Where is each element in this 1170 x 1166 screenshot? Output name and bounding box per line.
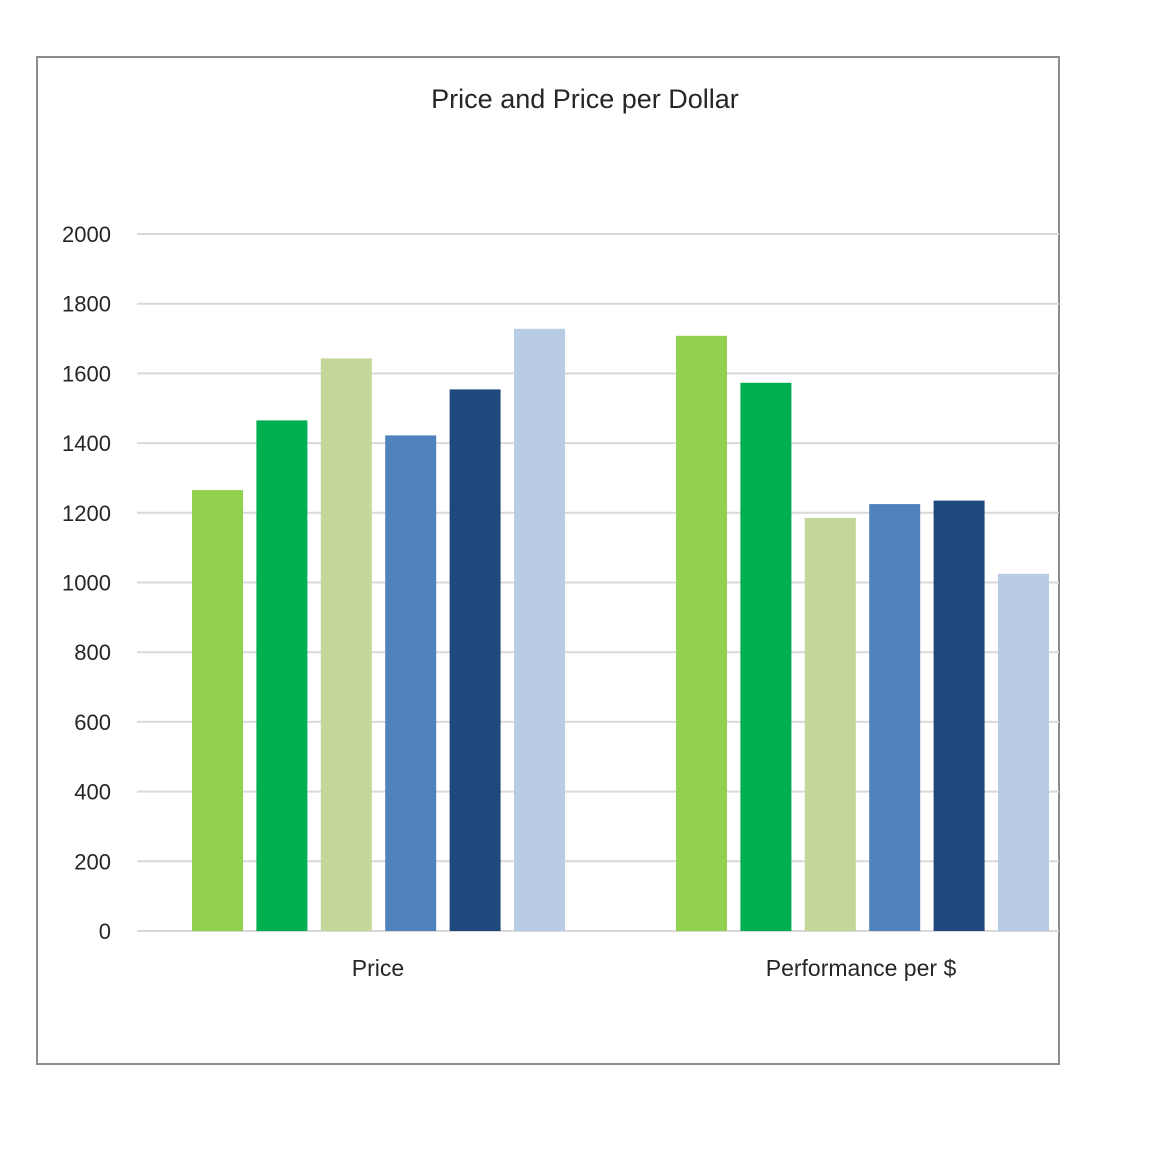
bar-performance-per-dollar-3 — [804, 518, 856, 931]
bar-performance-per-dollar-2 — [740, 382, 792, 931]
y-tick-label: 1200 — [62, 501, 111, 526]
bar-price-3 — [320, 358, 372, 931]
bar-price-4 — [385, 435, 437, 931]
y-tick-label: 200 — [74, 849, 111, 874]
y-tick-label: 0 — [99, 919, 111, 944]
bar-price-2 — [256, 420, 308, 931]
chart-title: Price and Price per Dollar — [431, 84, 739, 114]
y-tick-label: 1800 — [62, 292, 111, 317]
y-tick-label: 1600 — [62, 361, 111, 386]
bar-performance-per-dollar-4 — [869, 504, 921, 931]
y-tick-label: 600 — [74, 710, 111, 735]
y-tick-label: 2000 — [62, 222, 111, 247]
x-axis-categories: Price Performance per $ — [352, 955, 957, 981]
bar-performance-per-dollar-5 — [933, 500, 985, 931]
y-tick-label: 1000 — [62, 571, 111, 596]
bar-price-5 — [449, 389, 501, 931]
x-category-label: Price — [352, 955, 404, 981]
bars — [192, 328, 1049, 931]
y-tick-label: 800 — [74, 640, 111, 665]
y-tick-label: 1400 — [62, 431, 111, 456]
y-axis-ticks: 0 200 400 600 800 1000 1200 1400 1600 1800 2000 — [62, 222, 111, 944]
bar-price-6 — [514, 328, 565, 931]
bar-performance-per-dollar-6 — [998, 573, 1049, 931]
bar-price-1 — [192, 490, 243, 931]
y-tick-label: 400 — [74, 780, 111, 805]
x-category-label: Performance per $ — [766, 955, 957, 981]
bar-performance-per-dollar-1 — [676, 335, 727, 931]
